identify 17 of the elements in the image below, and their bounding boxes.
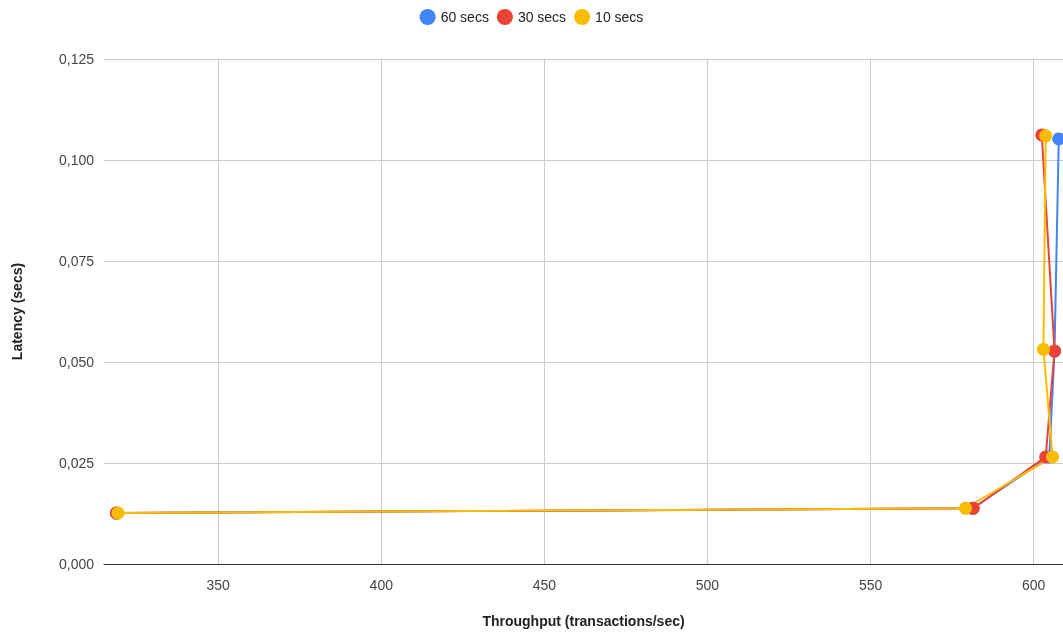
y-tick-label: 0,050 (58, 354, 95, 370)
y-tick-label: 0,100 (58, 152, 95, 168)
x-tick-label: 550 (858, 577, 883, 593)
legend-label: 60 secs (440, 9, 489, 25)
legend-label: 10 secs (595, 9, 644, 25)
x-tick-label: 450 (532, 577, 557, 593)
y-tick-label: 0,000 (58, 556, 95, 572)
y-tick-label: 0,075 (58, 253, 95, 269)
x-tick-label: 350 (206, 577, 231, 593)
x-tick-label: 400 (369, 577, 394, 593)
x-axis-title: Throughput (transactions/sec) (482, 613, 685, 629)
x-tick-label: 500 (695, 577, 720, 593)
legend-label: 30 secs (517, 9, 567, 25)
y-tick-label: 0,025 (58, 455, 95, 471)
x-tick-label: 600 (1021, 577, 1046, 593)
y-axis-title: Latency (secs) (9, 262, 25, 361)
y-tick-label: 0,125 (58, 51, 95, 67)
